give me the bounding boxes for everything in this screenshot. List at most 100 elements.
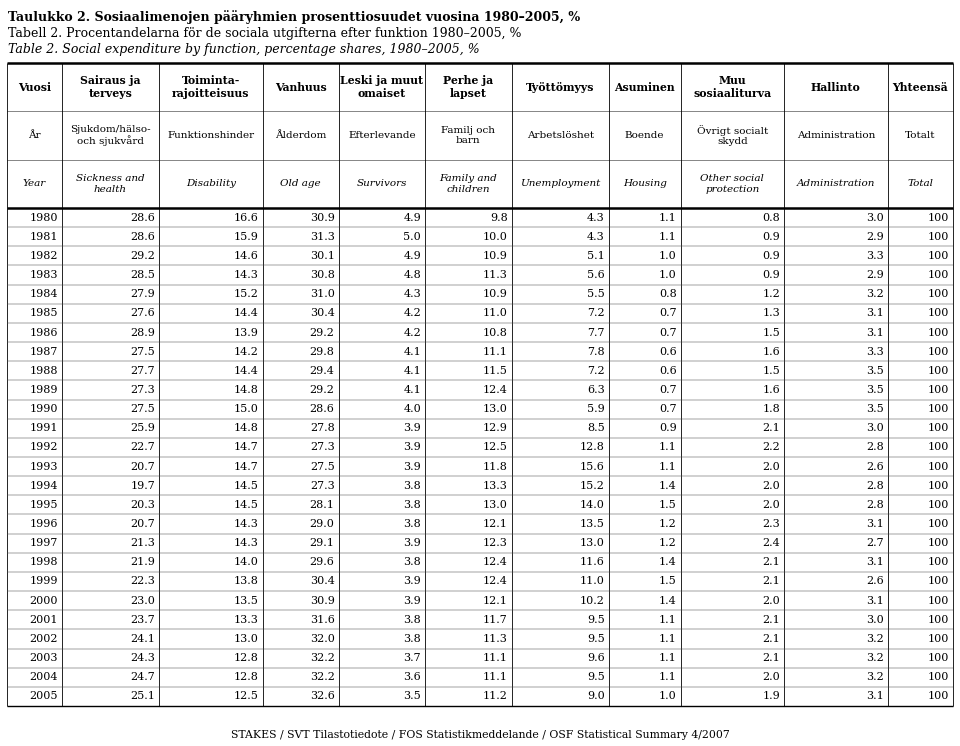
Text: 2.4: 2.4 bbox=[762, 538, 780, 548]
Text: 1.5: 1.5 bbox=[659, 577, 677, 586]
Text: 100: 100 bbox=[927, 692, 949, 701]
Text: 13.3: 13.3 bbox=[483, 480, 508, 491]
Text: 28.6: 28.6 bbox=[131, 232, 155, 242]
Text: 10.9: 10.9 bbox=[483, 289, 508, 299]
Text: 29.1: 29.1 bbox=[310, 538, 334, 548]
Text: Sickness and
health: Sickness and health bbox=[76, 174, 145, 193]
Text: 2.1: 2.1 bbox=[762, 423, 780, 433]
Text: Efterlevande: Efterlevande bbox=[348, 131, 416, 140]
Text: 32.2: 32.2 bbox=[310, 653, 334, 663]
Text: 0.6: 0.6 bbox=[659, 347, 677, 357]
Text: Taulukko 2. Sosiaalimenojen pääryhmien prosenttiosuudet vuosina 1980–2005, %: Taulukko 2. Sosiaalimenojen pääryhmien p… bbox=[8, 10, 580, 24]
Text: 30.4: 30.4 bbox=[310, 577, 334, 586]
Text: 1.3: 1.3 bbox=[762, 308, 780, 319]
Text: 3.2: 3.2 bbox=[866, 634, 883, 644]
Text: 31.3: 31.3 bbox=[310, 232, 334, 242]
Text: 29.0: 29.0 bbox=[310, 519, 334, 529]
Text: 1995: 1995 bbox=[30, 500, 58, 510]
Text: 4.0: 4.0 bbox=[403, 404, 421, 414]
Text: Övrigt socialt
skydd: Övrigt socialt skydd bbox=[697, 125, 768, 146]
Text: 12.5: 12.5 bbox=[233, 692, 258, 701]
Text: 4.1: 4.1 bbox=[403, 385, 421, 395]
Text: 11.0: 11.0 bbox=[483, 308, 508, 319]
Text: 29.8: 29.8 bbox=[310, 347, 334, 357]
Text: 27.5: 27.5 bbox=[310, 462, 334, 471]
Text: 100: 100 bbox=[927, 232, 949, 242]
Text: 22.7: 22.7 bbox=[131, 442, 155, 452]
Text: 2.1: 2.1 bbox=[762, 577, 780, 586]
Text: 0.9: 0.9 bbox=[762, 251, 780, 261]
Text: 23.7: 23.7 bbox=[131, 615, 155, 625]
Text: 0.8: 0.8 bbox=[659, 289, 677, 299]
Text: 12.8: 12.8 bbox=[233, 653, 258, 663]
Text: Family and
children: Family and children bbox=[440, 174, 497, 193]
Text: 0.9: 0.9 bbox=[762, 270, 780, 280]
Text: 2.1: 2.1 bbox=[762, 615, 780, 625]
Text: 1.6: 1.6 bbox=[762, 385, 780, 395]
Text: 2005: 2005 bbox=[30, 692, 58, 701]
Text: 13.0: 13.0 bbox=[483, 500, 508, 510]
Text: 1988: 1988 bbox=[30, 366, 58, 376]
Text: 11.1: 11.1 bbox=[483, 347, 508, 357]
Text: 1.4: 1.4 bbox=[659, 557, 677, 568]
Text: 2.9: 2.9 bbox=[866, 270, 883, 280]
Text: 100: 100 bbox=[927, 347, 949, 357]
Text: 3.8: 3.8 bbox=[403, 480, 421, 491]
Text: 20.7: 20.7 bbox=[131, 519, 155, 529]
Text: Funktionshinder: Funktionshinder bbox=[167, 131, 254, 140]
Text: 29.4: 29.4 bbox=[310, 366, 334, 376]
Text: 1999: 1999 bbox=[30, 577, 58, 586]
Text: 3.9: 3.9 bbox=[403, 442, 421, 452]
Text: 100: 100 bbox=[927, 289, 949, 299]
Text: 14.5: 14.5 bbox=[233, 480, 258, 491]
Text: 2002: 2002 bbox=[30, 634, 58, 644]
Text: 27.7: 27.7 bbox=[131, 366, 155, 376]
Text: 1986: 1986 bbox=[30, 327, 58, 337]
Text: 27.5: 27.5 bbox=[131, 347, 155, 357]
Text: 14.3: 14.3 bbox=[233, 519, 258, 529]
Text: 100: 100 bbox=[927, 538, 949, 548]
Text: 100: 100 bbox=[927, 462, 949, 471]
Text: 3.1: 3.1 bbox=[866, 557, 883, 568]
Text: Boende: Boende bbox=[625, 131, 664, 140]
Text: Sjukdom/hälso-
och sjukvård: Sjukdom/hälso- och sjukvård bbox=[70, 125, 151, 146]
Text: 12.3: 12.3 bbox=[483, 538, 508, 548]
Text: 15.0: 15.0 bbox=[233, 404, 258, 414]
Text: År: År bbox=[28, 131, 40, 140]
Text: Vuosi: Vuosi bbox=[18, 81, 51, 93]
Text: 3.2: 3.2 bbox=[866, 672, 883, 683]
Text: 2.0: 2.0 bbox=[762, 672, 780, 683]
Text: 1.1: 1.1 bbox=[659, 213, 677, 222]
Text: Total: Total bbox=[907, 179, 933, 188]
Text: 3.9: 3.9 bbox=[403, 595, 421, 606]
Text: 1.1: 1.1 bbox=[659, 442, 677, 452]
Text: 15.6: 15.6 bbox=[580, 462, 605, 471]
Text: 30.1: 30.1 bbox=[310, 251, 334, 261]
Text: 7.2: 7.2 bbox=[588, 366, 605, 376]
Text: 3.1: 3.1 bbox=[866, 519, 883, 529]
Text: 100: 100 bbox=[927, 577, 949, 586]
Text: 0.7: 0.7 bbox=[659, 308, 677, 319]
Text: Sairaus ja
terveys: Sairaus ja terveys bbox=[81, 75, 141, 99]
Text: 11.3: 11.3 bbox=[483, 270, 508, 280]
Text: 29.6: 29.6 bbox=[310, 557, 334, 568]
Text: Yhteensä: Yhteensä bbox=[893, 81, 948, 93]
Text: 1.1: 1.1 bbox=[659, 232, 677, 242]
Text: 1.2: 1.2 bbox=[762, 289, 780, 299]
Text: 3.3: 3.3 bbox=[866, 251, 883, 261]
Text: 12.4: 12.4 bbox=[483, 557, 508, 568]
Text: Table 2. Social expenditure by function, percentage shares, 1980–2005, %: Table 2. Social expenditure by function,… bbox=[8, 43, 480, 56]
Text: 1987: 1987 bbox=[30, 347, 58, 357]
Text: 3.7: 3.7 bbox=[403, 653, 421, 663]
Text: 100: 100 bbox=[927, 500, 949, 510]
Text: 11.2: 11.2 bbox=[483, 692, 508, 701]
Text: 1993: 1993 bbox=[30, 462, 58, 471]
Text: 2.0: 2.0 bbox=[762, 500, 780, 510]
Text: 100: 100 bbox=[927, 634, 949, 644]
Text: 10.2: 10.2 bbox=[580, 595, 605, 606]
Text: 2.2: 2.2 bbox=[762, 442, 780, 452]
Text: 2.8: 2.8 bbox=[866, 500, 883, 510]
Text: 14.8: 14.8 bbox=[233, 385, 258, 395]
Text: 12.4: 12.4 bbox=[483, 385, 508, 395]
Text: Old age: Old age bbox=[280, 179, 321, 188]
